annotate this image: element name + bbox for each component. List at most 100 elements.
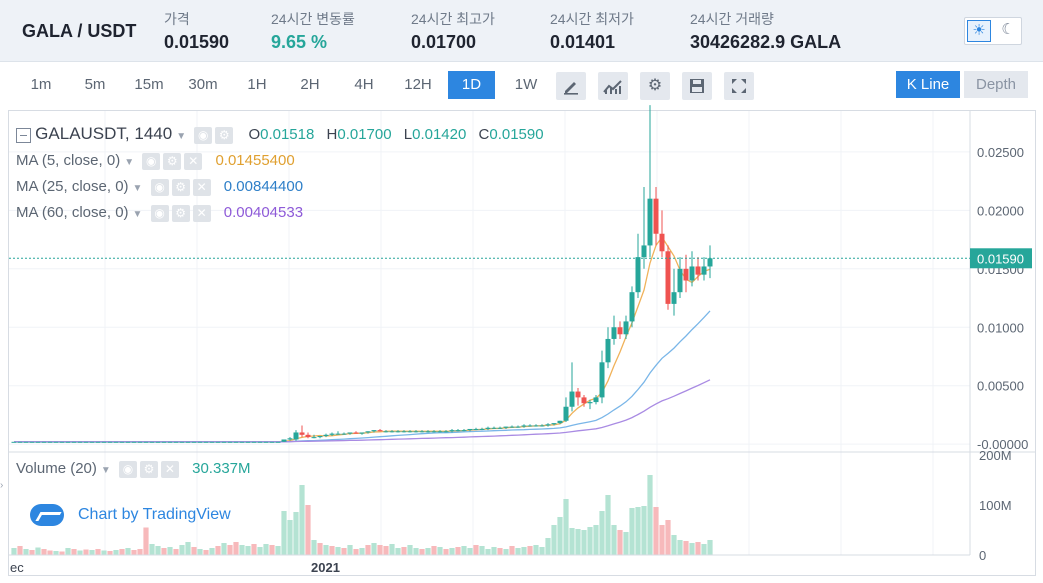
gear-icon[interactable]: ⚙ bbox=[640, 72, 670, 100]
volume-bar bbox=[623, 532, 629, 555]
timeframe-15m[interactable]: 15m bbox=[134, 76, 164, 93]
settings-icon[interactable]: ⚙ bbox=[171, 178, 190, 196]
indicators-icon[interactable] bbox=[598, 72, 628, 100]
candle-body bbox=[317, 435, 323, 438]
ma60-legend: MA (60, close, 0) ▼ ◉ ⚙ ✕ 0.00404533 bbox=[16, 204, 303, 226]
tradingview-brand[interactable]: Chart by TradingView bbox=[30, 504, 231, 528]
eye-icon[interactable]: ◉ bbox=[142, 152, 161, 170]
volume-bar bbox=[581, 530, 587, 555]
eye-icon[interactable]: ◉ bbox=[118, 460, 137, 478]
volume-bar bbox=[347, 545, 353, 555]
eye-icon[interactable]: ◉ bbox=[150, 178, 169, 196]
candle-body bbox=[83, 441, 89, 443]
candle-body bbox=[305, 434, 311, 438]
time-tick-label: ec bbox=[10, 560, 24, 575]
volume-bar bbox=[191, 547, 197, 555]
ma60-caret-icon[interactable]: ▼ bbox=[132, 209, 143, 220]
volume-bar bbox=[95, 549, 101, 555]
candle-body bbox=[629, 292, 635, 322]
candle-body bbox=[515, 426, 521, 428]
stat-change-label: 24시간 변동률 bbox=[271, 11, 355, 27]
timeframe-1m[interactable]: 1m bbox=[30, 76, 52, 93]
kline-mode-button[interactable]: K Line bbox=[896, 71, 960, 98]
timeframe-5m[interactable]: 5m bbox=[84, 76, 106, 93]
volume-bar bbox=[305, 505, 311, 555]
save-icon[interactable] bbox=[682, 72, 712, 100]
volume-legend: Volume (20) ▼ ◉ ⚙ ✕ 30.337M bbox=[16, 460, 251, 482]
volume-bar bbox=[371, 543, 377, 555]
volume-bar bbox=[515, 548, 521, 555]
candle-body bbox=[617, 327, 623, 335]
close-icon[interactable]: ✕ bbox=[184, 152, 203, 170]
candle-body bbox=[641, 245, 647, 258]
close-icon[interactable]: ✕ bbox=[192, 178, 211, 196]
chart-frame[interactable] bbox=[8, 110, 1036, 576]
fullscreen-icon[interactable] bbox=[724, 72, 754, 100]
volume-bar bbox=[467, 548, 473, 555]
collapse-icon[interactable] bbox=[16, 127, 31, 143]
volume-bar bbox=[527, 546, 533, 555]
candle-body bbox=[107, 441, 113, 443]
ma25-caret-icon[interactable]: ▼ bbox=[132, 183, 143, 194]
theme-toggle[interactable]: ☀ ☾ bbox=[964, 17, 1022, 45]
eye-icon[interactable]: ◉ bbox=[150, 204, 169, 222]
candle-body bbox=[203, 441, 209, 443]
volume-caret-icon[interactable]: ▼ bbox=[100, 465, 111, 476]
candle-body bbox=[197, 441, 203, 443]
volume-bar bbox=[539, 547, 545, 555]
pencil-icon[interactable] bbox=[556, 72, 586, 100]
volume-bar bbox=[431, 546, 437, 555]
price-tick-label: 0.02000 bbox=[977, 203, 1024, 218]
close-icon[interactable]: ✕ bbox=[192, 204, 211, 222]
candle-body bbox=[551, 423, 557, 425]
volume-bar bbox=[563, 499, 569, 555]
candle-body bbox=[185, 441, 191, 443]
volume-bar bbox=[269, 545, 275, 555]
volume-bar bbox=[425, 548, 431, 555]
settings-icon[interactable]: ⚙ bbox=[171, 204, 190, 222]
timeframe-4h[interactable]: 4H bbox=[354, 76, 374, 93]
candlesticks bbox=[11, 105, 713, 443]
volume-bar bbox=[503, 549, 509, 555]
volume-bar bbox=[353, 549, 359, 555]
volume-bar bbox=[215, 546, 221, 555]
settings-icon[interactable]: ⚙ bbox=[163, 152, 182, 170]
volume-bar bbox=[167, 547, 173, 555]
timeframe-1h[interactable]: 1H bbox=[247, 76, 267, 93]
eye-icon[interactable]: ◉ bbox=[194, 126, 213, 144]
timeframe-12h[interactable]: 12H bbox=[404, 76, 432, 93]
candle-body bbox=[275, 441, 281, 443]
ma5-legend: MA (5, close, 0) ▼ ◉ ⚙ ✕ 0.01455400 bbox=[16, 152, 295, 174]
depth-mode-button[interactable]: Depth bbox=[964, 71, 1028, 98]
candle-body bbox=[479, 428, 485, 430]
stat-low-label: 24시간 최저가 bbox=[550, 11, 634, 27]
volume-bar bbox=[587, 527, 593, 555]
time-tick-label: 2021 bbox=[311, 560, 340, 575]
settings-icon[interactable]: ⚙ bbox=[215, 126, 234, 144]
volume-bar bbox=[221, 543, 227, 555]
candle-body bbox=[155, 441, 161, 443]
symbol-caret-icon[interactable]: ▼ bbox=[176, 131, 187, 142]
candle-body bbox=[11, 441, 17, 443]
moon-icon[interactable]: ☾ bbox=[1001, 21, 1015, 38]
volume-bar bbox=[575, 529, 581, 555]
candle-body bbox=[227, 441, 233, 443]
side-panel-handle[interactable]: › bbox=[0, 480, 4, 491]
candle-body bbox=[491, 427, 497, 429]
candle-body bbox=[287, 438, 293, 440]
candle-body bbox=[707, 258, 713, 267]
timeframe-2h[interactable]: 2H bbox=[300, 76, 320, 93]
ma5-caret-icon[interactable]: ▼ bbox=[124, 157, 135, 168]
timeframe-1w[interactable]: 1W bbox=[514, 76, 538, 93]
candle-body bbox=[569, 391, 575, 407]
close-icon[interactable]: ✕ bbox=[160, 460, 179, 478]
settings-icon[interactable]: ⚙ bbox=[139, 460, 158, 478]
volume-bar bbox=[83, 549, 89, 555]
volume-bar bbox=[689, 543, 695, 555]
sun-icon[interactable]: ☀ bbox=[967, 20, 991, 42]
timeframe-1d[interactable]: 1D bbox=[448, 71, 495, 99]
timeframe-30m[interactable]: 30m bbox=[188, 76, 218, 93]
candle-body bbox=[377, 430, 383, 432]
volume-bar bbox=[629, 508, 635, 555]
